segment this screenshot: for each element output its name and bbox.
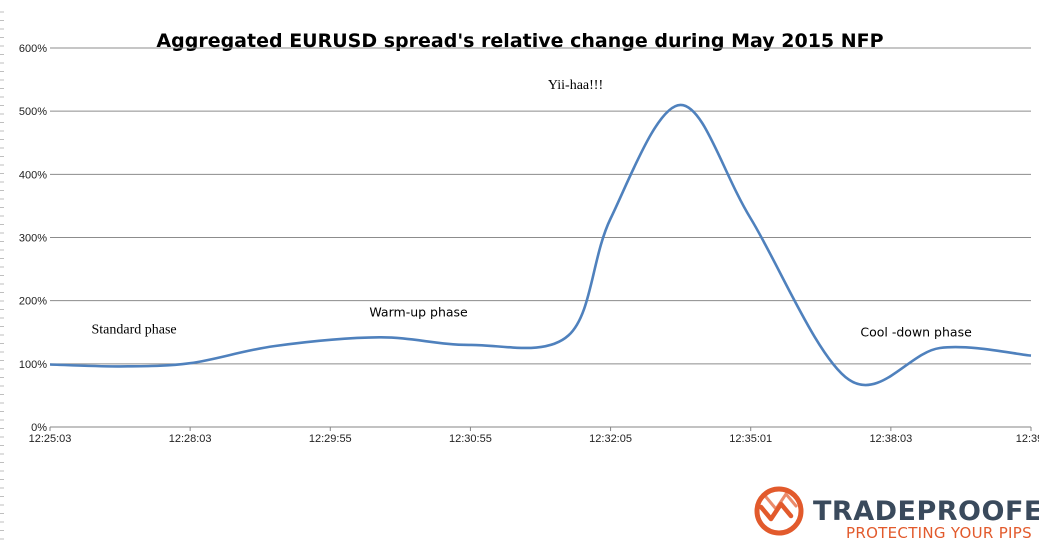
x-tick-label: 12:25:03	[29, 433, 72, 445]
y-tick-label: 600%	[19, 43, 47, 55]
logo-name: TRADEPROOFER	[813, 496, 1039, 527]
y-tick-label: 500%	[19, 106, 47, 118]
x-tick-label: 12:30:55	[449, 433, 492, 445]
left-minor-ticks	[0, 11, 4, 540]
annotation-yii-haa: Yii-haa!!!	[548, 78, 603, 93]
x-tick-label: 12:39:	[1016, 433, 1039, 445]
tradeproofer-logo: TRADEPROOFER PROTECTING YOUR PIPS	[754, 486, 1039, 542]
y-tick-label: 400%	[19, 169, 47, 181]
annotation-warm-up-phase: Warm-up phase	[369, 304, 468, 319]
y-tick-label: 0%	[31, 422, 47, 434]
x-tick-label: 12:38:03	[869, 433, 912, 445]
series-line	[49, 103, 1032, 387]
chart-title: Aggregated EURUSD spread's relative chan…	[156, 30, 883, 52]
gridlines	[50, 47, 1031, 428]
y-tick-label: 100%	[19, 359, 47, 371]
y-axis-ticks: 0% 100% 200% 300% 400% 500% 600%	[19, 43, 47, 434]
x-tick-label: 12:28:03	[169, 433, 212, 445]
logo-tagline: PROTECTING YOUR PIPS	[846, 524, 1032, 542]
logo-mark-icon	[754, 486, 804, 536]
annotation-standard-phase: Standard phase	[92, 323, 177, 338]
annotation-cool-down-phase: Cool -down phase	[860, 325, 972, 340]
y-tick-label: 300%	[19, 233, 47, 245]
x-tick-label: 12:29:55	[309, 433, 352, 445]
x-tick-label: 12:32:05	[589, 433, 632, 445]
x-tick-label: 12:35:01	[729, 433, 772, 445]
x-axis-ticks: 12:25:03 12:28:03 12:29:55 12:30:55 12:32:05…	[29, 427, 1039, 445]
y-tick-label: 200%	[19, 296, 47, 308]
